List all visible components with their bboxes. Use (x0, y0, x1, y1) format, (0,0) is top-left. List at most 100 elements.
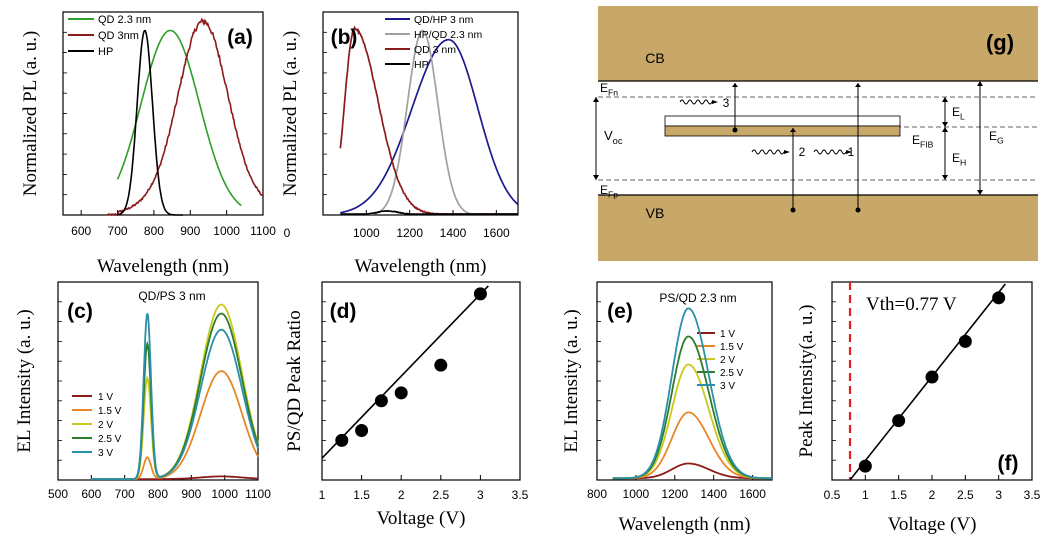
efib-label-main: E (912, 133, 920, 147)
legend-label: HP/QD 2.3 nm (414, 29, 483, 41)
eh-arrow-head-bottom (942, 175, 948, 180)
legend-label: 1.5 V (720, 342, 744, 353)
transition-2-arrow-head (790, 128, 796, 132)
panel-b: 1000 1200 1400 1600 Wavelength (nm) Normalize… (280, 11, 519, 277)
photon-2-icon-head (784, 150, 790, 154)
x-tick-label: 1000 (353, 226, 380, 240)
x-tick-label: 1100 (245, 487, 271, 501)
carrier-dot (855, 207, 861, 213)
legend-label: QD 3 nm (414, 44, 456, 56)
x-axis-label: Voltage (V) (888, 514, 977, 535)
x-axis-label: Wavelength (nm) (97, 256, 229, 277)
data-point (473, 287, 487, 301)
x-tick-label: 800 (587, 487, 607, 501)
eg-label-main: E (989, 129, 997, 143)
y-axis-label: Normalized PL (a. u.) (280, 31, 301, 197)
x-tick-label: 800 (148, 487, 168, 501)
legend-label: 1 V (98, 392, 113, 403)
x-tick-label: 700 (108, 224, 128, 238)
x-tick-label: 1 (862, 488, 869, 502)
panel-c: 500 600 700 800 900 1000 1100 EL Intensity (a. … (14, 281, 271, 501)
panel-label: (b) (331, 26, 358, 49)
transition-1-arrow-head (855, 83, 861, 87)
voc-arrow-head-bottom (593, 175, 599, 180)
x-tick-label: 2.5 (432, 488, 449, 502)
eg-arrow-head-top (977, 81, 983, 86)
efp-label: EFp (600, 183, 618, 200)
panel-d: 1 1.5 2 2.5 3 3.5 Voltage (V) PS/QD Peak Ratio (… (284, 281, 529, 529)
transition-2-label: 2 (799, 145, 806, 159)
efib-label: EFIB (912, 133, 934, 150)
vb-label: VB (646, 205, 665, 221)
efn-label: EFn (600, 81, 618, 98)
el-label-sub: L (960, 112, 965, 122)
data-point (992, 291, 1006, 305)
x-tick-label: 1000 (213, 224, 240, 238)
fit-line (321, 285, 489, 459)
x-tick-label: 700 (115, 487, 135, 501)
chart-title: QD/PS 3 nm (138, 289, 205, 303)
x-tick-label: 1.5 (890, 488, 907, 502)
x-tick-label: 1400 (440, 226, 467, 240)
data-point (394, 386, 408, 400)
x-tick-label: 1600 (483, 226, 510, 240)
valence-band (598, 195, 1038, 261)
transition-3-label: 3 (723, 96, 730, 110)
eh-arrow-head-top (942, 127, 948, 132)
legend-label: 1.5 V (98, 406, 122, 417)
series-line-2 (117, 29, 183, 216)
series-line-1 (612, 411, 772, 480)
data-point (958, 334, 972, 348)
series-line-1 (91, 370, 259, 480)
x-tick-label: 600 (81, 487, 101, 501)
eh-label-sub: H (960, 158, 966, 168)
data-point (434, 358, 448, 372)
legend-label: 2.5 V (720, 368, 744, 379)
x-tick-label: 500 (48, 487, 68, 501)
data-point (374, 394, 388, 408)
ib-lower (664, 125, 901, 137)
data-point (858, 459, 872, 473)
x-tick-label: 1.5 (353, 488, 370, 502)
photon-1-icon-head (846, 150, 852, 154)
x-tick-label: 1000 (623, 487, 650, 501)
x-tick-label: 900 (181, 487, 201, 501)
ib-upper (664, 115, 901, 127)
photon-1-icon (813, 149, 847, 155)
series-line-4 (612, 307, 772, 480)
data-point (892, 414, 906, 428)
el-arrow-head-top (942, 97, 948, 102)
el-arrow-head-bottom (942, 122, 948, 127)
x-tick-label: 3 (477, 488, 484, 502)
y-axis-label: EL Intensity (a. u.) (14, 309, 35, 452)
voc-label-sub: oc (613, 136, 623, 146)
legend-label: 2 V (98, 420, 113, 431)
x-tick-label: 1000 (211, 487, 238, 501)
voc-label: Voc (604, 128, 623, 146)
legend-label: 3 V (720, 381, 735, 392)
series-line-2 (612, 363, 772, 480)
threshold-annotation: Vth=0.77 V (866, 294, 957, 315)
panel-label: (g) (986, 30, 1014, 55)
y-axis-label: PS/QD Peak Ratio (284, 310, 305, 451)
efp-label-sub: Fp (608, 190, 618, 200)
series-line-2 (91, 303, 259, 480)
transition-3-arrow-head (732, 83, 738, 87)
legend-label: QD 3nm (98, 30, 139, 42)
series-line-0 (340, 38, 519, 214)
x-tick-label: 3.5 (1024, 488, 1041, 502)
data-point (355, 424, 369, 437)
panel-label: (c) (67, 300, 93, 323)
legend-label: HP (414, 59, 429, 71)
x-tick-label: 2 (398, 488, 405, 502)
chart-title: PS/QD 2.3 nm (659, 291, 736, 305)
x-tick-label: 1 (319, 488, 326, 502)
x-axis-label: Voltage (V) (377, 508, 466, 529)
efn-label-sub: Fn (608, 88, 618, 98)
data-point (925, 370, 939, 384)
photon-3-icon-head (712, 100, 718, 104)
transition-1-label: 1 (848, 145, 855, 159)
legend-label: 2 V (720, 355, 735, 366)
series-line-3 (91, 312, 259, 480)
conduction-band (598, 6, 1038, 81)
